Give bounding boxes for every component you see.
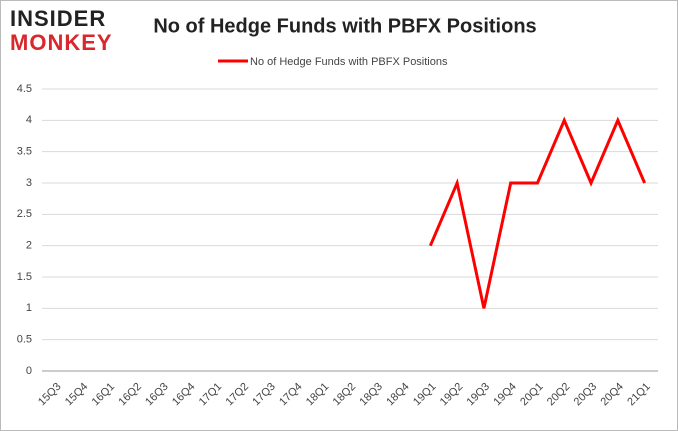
y-tick-label: 3.5	[17, 146, 32, 158]
y-tick-label: 4	[26, 114, 32, 126]
legend-label: No of Hedge Funds with PBFX Positions	[250, 56, 448, 68]
y-tick-label: 2.5	[17, 208, 32, 220]
y-tick-label: 3	[26, 177, 32, 189]
y-tick-label: 0	[26, 365, 32, 377]
logo-bottom: MONKEY	[10, 30, 113, 55]
chart-title: No of Hedge Funds with PBFX Positions	[153, 15, 536, 37]
y-tick-label: 2	[26, 240, 32, 252]
y-tick-label: 1.5	[17, 271, 32, 283]
y-tick-label: 1	[26, 302, 32, 314]
y-tick-label: 0.5	[17, 334, 32, 346]
logo-top: INSIDER	[10, 6, 106, 31]
y-tick-label: 4.5	[17, 83, 32, 95]
data-line	[428, 116, 646, 309]
